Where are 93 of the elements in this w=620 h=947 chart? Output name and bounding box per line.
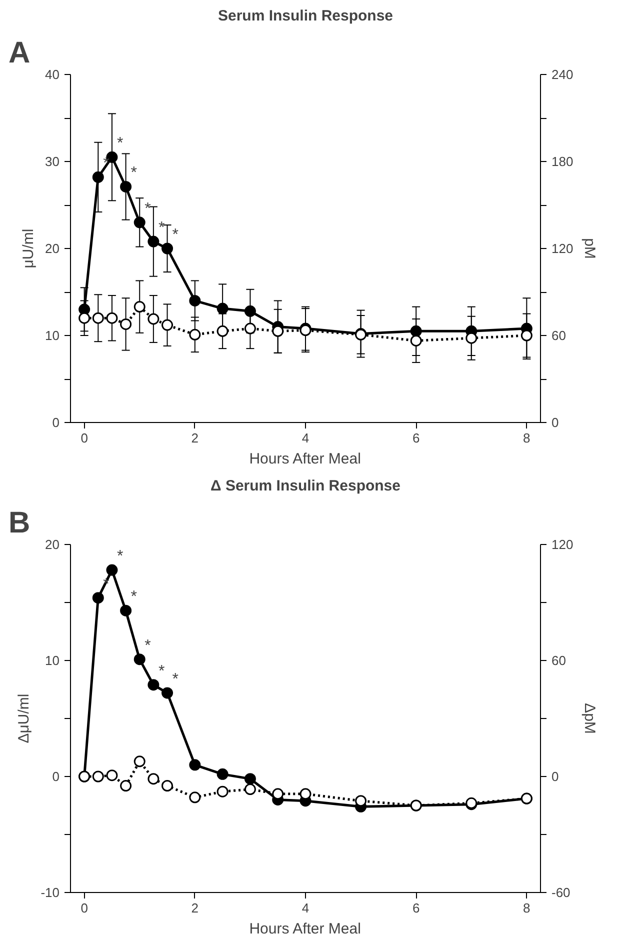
point [148,773,160,785]
x-tick-label: 4 [302,430,310,446]
point [92,312,104,324]
point [162,242,174,254]
point [244,773,256,785]
y2-axis-title: pM [581,238,598,259]
point [134,756,146,768]
x-tick-label: 8 [523,430,530,446]
y-tick-label: 20 [45,241,60,256]
point [92,770,104,782]
chart-title: Δ Serum Insulin Response [210,478,401,494]
y2-axis-title: ΔpM [581,703,598,734]
point [189,328,201,340]
point [244,305,256,317]
y-axis-title: μU/ml [20,228,38,268]
point [244,784,256,795]
y2-tick-label: -60 [552,885,570,900]
annotation: * [130,588,138,606]
x-axis-title: Hours After Meal [249,920,361,938]
point [189,792,201,804]
y2-tick-label: 240 [552,67,574,82]
y2-tick-label: 180 [552,154,574,169]
chart-title: Serum Insulin Response [218,8,394,24]
annotation: * [130,164,138,182]
point [300,788,312,800]
point [216,768,228,780]
point [134,301,146,313]
x-axis-title: Hours After Meal [249,450,361,468]
point [162,319,174,331]
y-tick-label: 0 [52,769,60,784]
x-tick-label: 6 [412,430,420,446]
x-tick-label: 8 [523,900,530,916]
point [216,325,228,337]
point [162,687,174,699]
point [410,325,422,337]
y-axis-title: ΔμU/ml [16,694,33,744]
annotation: * [116,548,124,566]
point [355,795,367,807]
point [272,325,284,337]
x-tick-label: 0 [80,900,88,916]
point [148,236,160,248]
annotation: * [172,226,178,244]
point [410,334,422,346]
point [78,312,90,324]
annotation: * [144,637,151,654]
y2-tick-label: 120 [552,537,574,552]
annotation: * [158,220,165,237]
x-tick-label: 6 [412,900,420,916]
point [134,216,146,228]
point [216,786,228,798]
point [272,788,284,800]
point [120,604,132,616]
y-tick-label: 30 [45,154,60,169]
point [189,294,201,306]
annotation: * [116,135,124,152]
point [120,780,132,792]
y-tick-label: 20 [45,537,60,552]
point [106,770,118,782]
point [244,322,256,334]
x-tick-label: 0 [80,430,88,446]
y-tick-label: 10 [45,328,60,343]
point [92,171,104,183]
y2-tick-label: 0 [552,415,559,430]
point [148,313,160,325]
point [189,759,201,771]
point [106,564,118,576]
point [120,318,132,330]
point [148,679,160,691]
x-tick-label: 2 [191,430,199,446]
annotation: * [158,662,165,680]
y2-tick-label: 60 [552,653,566,668]
annotation: * [144,200,151,218]
annotation: * [103,576,110,593]
text: B [8,506,30,540]
point [92,592,104,604]
y-tick-label: 10 [45,653,60,668]
y2-tick-label: 60 [552,328,566,343]
y-tick-label: 0 [52,415,60,430]
x-tick-label: 4 [302,900,310,916]
point [466,332,478,344]
text: A [8,36,30,70]
y-tick-label: 40 [45,67,60,82]
point [120,180,132,192]
x-tick-label: 2 [191,900,199,916]
annotation: * [172,670,178,688]
point [520,330,532,342]
point [216,302,228,314]
y-tick-label: -10 [40,885,60,900]
y2-tick-label: 0 [552,769,559,784]
y2-tick-label: 120 [552,241,574,256]
point [106,312,118,324]
point [162,780,174,792]
point [134,654,146,666]
